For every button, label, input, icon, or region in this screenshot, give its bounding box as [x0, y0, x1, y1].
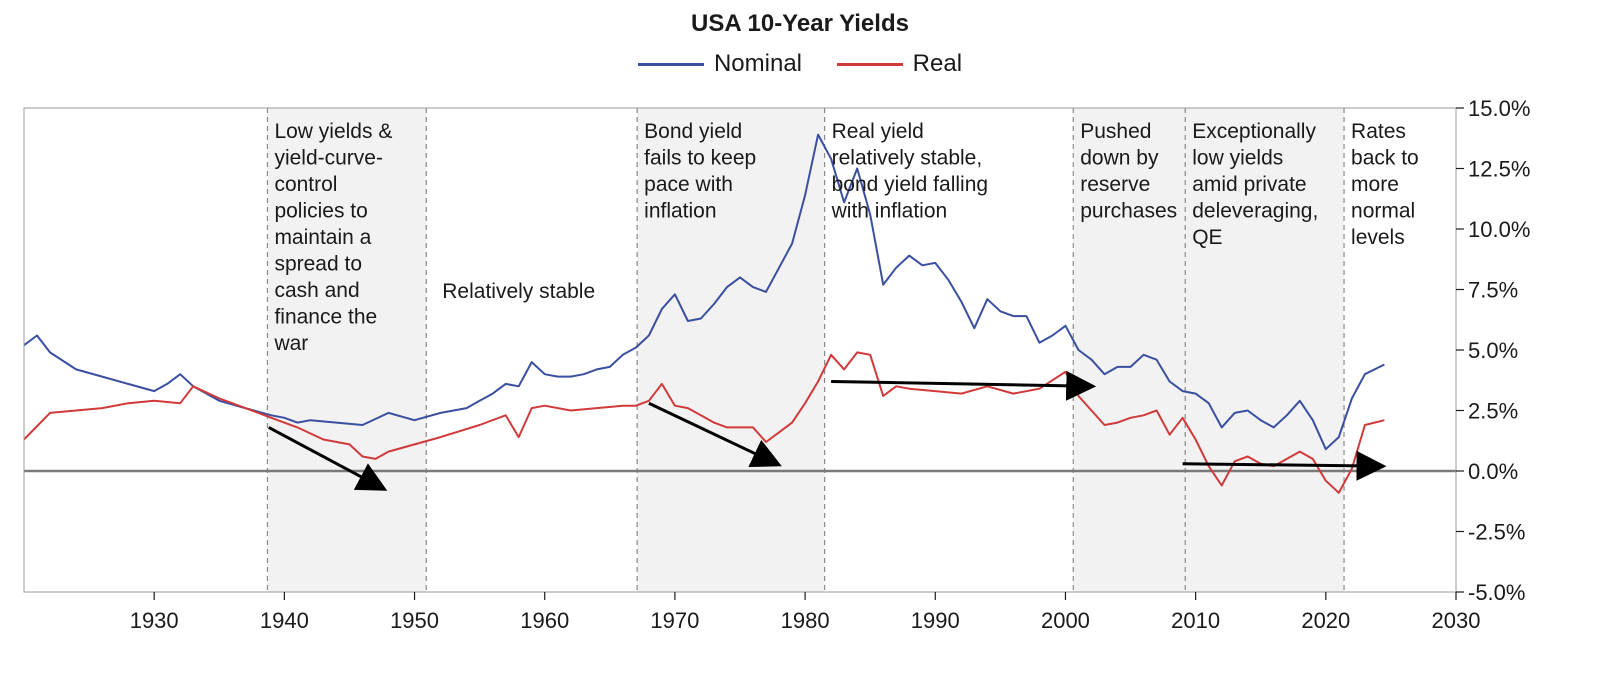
region-band-5: [1185, 108, 1345, 592]
trend-arrow-3: [1182, 450, 1387, 481]
legend-swatch-real: [836, 63, 903, 67]
region-label-1: Relatively stable: [442, 280, 595, 303]
trend-arrow-2: [831, 370, 1097, 401]
region-label-3: Real yield relatively stable, bond yield f…: [831, 120, 988, 223]
series-line-nominal: [23, 133, 1385, 451]
y-tick-label-1: 12.5%: [1468, 157, 1530, 182]
chart-title: USA 10-Year Yields: [691, 10, 909, 37]
legend: Nominal Real: [0, 50, 1600, 78]
x-tick-label-2030: 2030: [1432, 608, 1481, 633]
tick-layer: 1930 1940 1950 1960 1970 1980 1990 2000 2010 2020…: [130, 96, 1531, 633]
x-tick-label-2010: 2010: [1171, 608, 1220, 633]
annotation-layer: Low yields & yield-curve-control policies …: [273, 120, 1418, 355]
legend-item-real[interactable]: Real: [836, 50, 963, 78]
series-layer: [23, 133, 1385, 494]
region-label-5: Exceptionally low yields amid private delev…: [1192, 120, 1318, 249]
y-tick-label-3: 7.5%: [1468, 278, 1518, 303]
series-line-real: [23, 351, 1385, 494]
y-tick-label-2: 10.0%: [1468, 217, 1530, 242]
trend-arrow-0: [268, 426, 388, 491]
x-tick-label-1960: 1960: [520, 608, 569, 633]
x-tick-label-1950: 1950: [390, 608, 439, 633]
x-tick-label-1930: 1930: [130, 608, 179, 633]
region-band-0: [267, 108, 427, 592]
y-tick-label-0: 15.0%: [1468, 96, 1530, 121]
x-tick-label-2000: 2000: [1041, 608, 1090, 633]
region-layer: [266, 108, 1345, 592]
arrow-layer: [268, 370, 1387, 491]
y-tick-label-7: -2.5%: [1468, 520, 1525, 545]
region-label-2: Bond yield fails to keep pace with inflatio…: [644, 120, 756, 223]
legend-label-nominal: Nominal: [713, 50, 802, 77]
x-tick-label-1990: 1990: [911, 608, 960, 633]
x-tick-label-2020: 2020: [1301, 608, 1350, 633]
region-band-4: [1073, 108, 1186, 592]
region-label-4: Pushed down by reserve purchases: [1080, 120, 1177, 223]
x-tick-label-1970: 1970: [650, 608, 699, 633]
trend-arrow-1: [648, 401, 782, 468]
y-tick-label-8: -5.0%: [1468, 580, 1525, 605]
legend-label-real: Real: [912, 50, 963, 77]
region-band-2: [637, 108, 825, 592]
region-label-6: Rates back to more normal levels: [1351, 120, 1419, 249]
legend-swatch-nominal: [637, 63, 704, 67]
legend-item-nominal[interactable]: Nominal: [637, 50, 802, 78]
x-tick-label-1980: 1980: [781, 608, 830, 633]
x-tick-label-1940: 1940: [260, 608, 309, 633]
y-tick-label-5: 2.5%: [1468, 399, 1518, 424]
y-tick-label-6: 0.0%: [1468, 459, 1518, 484]
y-tick-label-4: 5.0%: [1468, 338, 1518, 363]
region-label-0: Low yields & yield-curve-control policies …: [273, 120, 392, 355]
